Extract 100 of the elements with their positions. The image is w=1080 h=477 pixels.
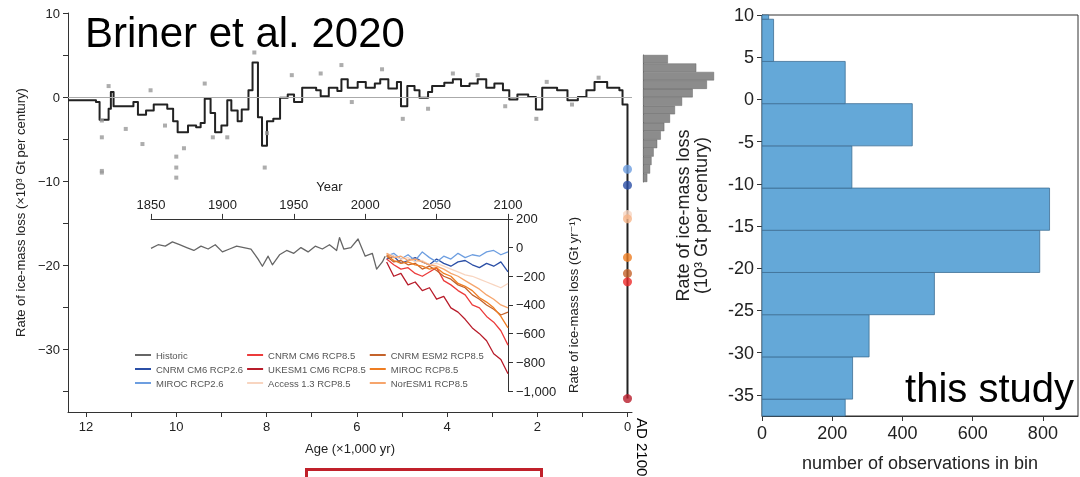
point <box>623 268 632 278</box>
point <box>569 102 574 107</box>
point <box>380 67 385 72</box>
point <box>534 116 539 121</box>
y-tick-label: −600 <box>516 326 546 342</box>
y-tick-label: -10 <box>727 173 754 194</box>
legend-label: MIROC RCP8.5 <box>390 363 459 375</box>
point <box>225 135 230 140</box>
y-tick-label: 0 <box>743 89 754 110</box>
x-tick-label: 8 <box>262 419 271 434</box>
line-series <box>385 252 509 309</box>
point <box>252 50 257 55</box>
y-tick-label: -35 <box>727 384 754 405</box>
point <box>174 165 179 170</box>
x-axis-title: Age (×1,000 yr) <box>305 441 395 456</box>
point <box>148 88 153 93</box>
y-tick-label: -25 <box>727 300 754 321</box>
point <box>623 164 632 174</box>
x-axis-title: number of observations in bin <box>801 453 1039 473</box>
y-tick-label: -20 <box>727 258 754 279</box>
point <box>623 180 632 190</box>
x-tick-label: 0 <box>756 423 768 443</box>
x-tick-label: 600 <box>957 423 988 443</box>
point <box>426 106 431 111</box>
y-tick-label: −30 <box>37 341 60 357</box>
y-tick-label: −20 <box>37 257 60 273</box>
y-tick-label: 10 <box>733 5 754 25</box>
point <box>503 104 508 109</box>
point <box>181 146 186 151</box>
x-axis-title: Year <box>316 179 344 194</box>
point <box>623 277 632 287</box>
point <box>99 118 104 123</box>
point <box>623 214 632 224</box>
y-tick-label: 10 <box>45 5 60 21</box>
x-tick-label: 1950 <box>279 196 309 212</box>
y-tick-label: −800 <box>516 354 546 370</box>
legend-label: Access 1.3 RCP8.5 <box>268 377 351 389</box>
point <box>264 131 269 136</box>
line-series <box>385 254 509 329</box>
line-series <box>385 261 509 375</box>
y-tick-label: 5 <box>743 47 754 68</box>
y-tick-label: -30 <box>727 342 754 363</box>
chart-title: Briner et al. 2020 <box>85 8 405 56</box>
x-tick-label: 2000 <box>350 196 380 212</box>
y-tick-label: −400 <box>516 297 546 313</box>
legend-label: MIROC RCP2.6 <box>156 377 224 389</box>
point <box>210 135 215 140</box>
point <box>99 135 104 140</box>
x-tick-label: 4 <box>443 419 451 434</box>
y-axis-title: Rate of ice-mass loss (10³ Gt per century) <box>673 129 711 302</box>
x-tick-label: 1850 <box>136 196 166 212</box>
legend-label: CNRM CM6 RCP8.5 <box>268 349 356 361</box>
point <box>475 73 480 78</box>
x-tick-label: 1900 <box>207 196 237 212</box>
point <box>289 73 294 78</box>
x-tick-label: 2100 <box>493 196 523 212</box>
line-series <box>385 258 509 346</box>
line-series <box>150 236 386 270</box>
legend-label: CNRM ESM2 RCP8.5 <box>390 349 484 361</box>
x-tick-label: 10 <box>169 419 184 434</box>
x-tick-label: 12 <box>78 419 94 434</box>
y-tick-label: -5 <box>737 131 754 152</box>
point <box>339 63 344 68</box>
x-tick-label: 2 <box>533 419 541 434</box>
point <box>450 71 455 76</box>
point <box>262 165 267 170</box>
x-tick-label: 2050 <box>422 196 452 212</box>
point <box>544 79 549 84</box>
y-tick-label: −1,000 <box>516 383 557 399</box>
point <box>318 71 323 76</box>
x-tick-label: 0 <box>623 419 632 434</box>
line-series <box>385 255 509 273</box>
legend-label: Historic <box>156 349 188 361</box>
line-series <box>385 255 509 316</box>
x-tick-label: 400 <box>887 423 918 443</box>
point <box>349 100 354 105</box>
text: AD 2100 <box>634 418 651 477</box>
point <box>163 123 168 128</box>
point <box>106 84 111 89</box>
x-tick-label: 6 <box>353 419 361 434</box>
point <box>174 175 179 180</box>
y-axis-title: Rate of ice-mass loss (×10³ Gt per century) <box>13 88 29 337</box>
point <box>400 116 405 121</box>
point <box>123 126 128 131</box>
y-tick-label: 0 <box>52 89 60 105</box>
legend-label: CNRM CM6 RCP2.6 <box>156 363 244 375</box>
legend-label: UKESM1 CM6 RCP8.5 <box>268 363 366 375</box>
annotation: this study <box>905 366 1074 410</box>
legend-label: NorESM1 RCP8.5 <box>390 377 468 389</box>
y-tick-label: −200 <box>516 268 546 284</box>
point <box>140 142 145 147</box>
y-tick-label: 200 <box>516 211 538 227</box>
x-tick-label: 200 <box>817 423 848 443</box>
line-series <box>385 252 509 289</box>
y-tick-label: 0 <box>516 240 524 256</box>
x-tick-label: 800 <box>1027 423 1058 443</box>
point <box>174 154 179 159</box>
point <box>623 394 632 404</box>
point <box>623 252 632 262</box>
point <box>596 75 601 80</box>
